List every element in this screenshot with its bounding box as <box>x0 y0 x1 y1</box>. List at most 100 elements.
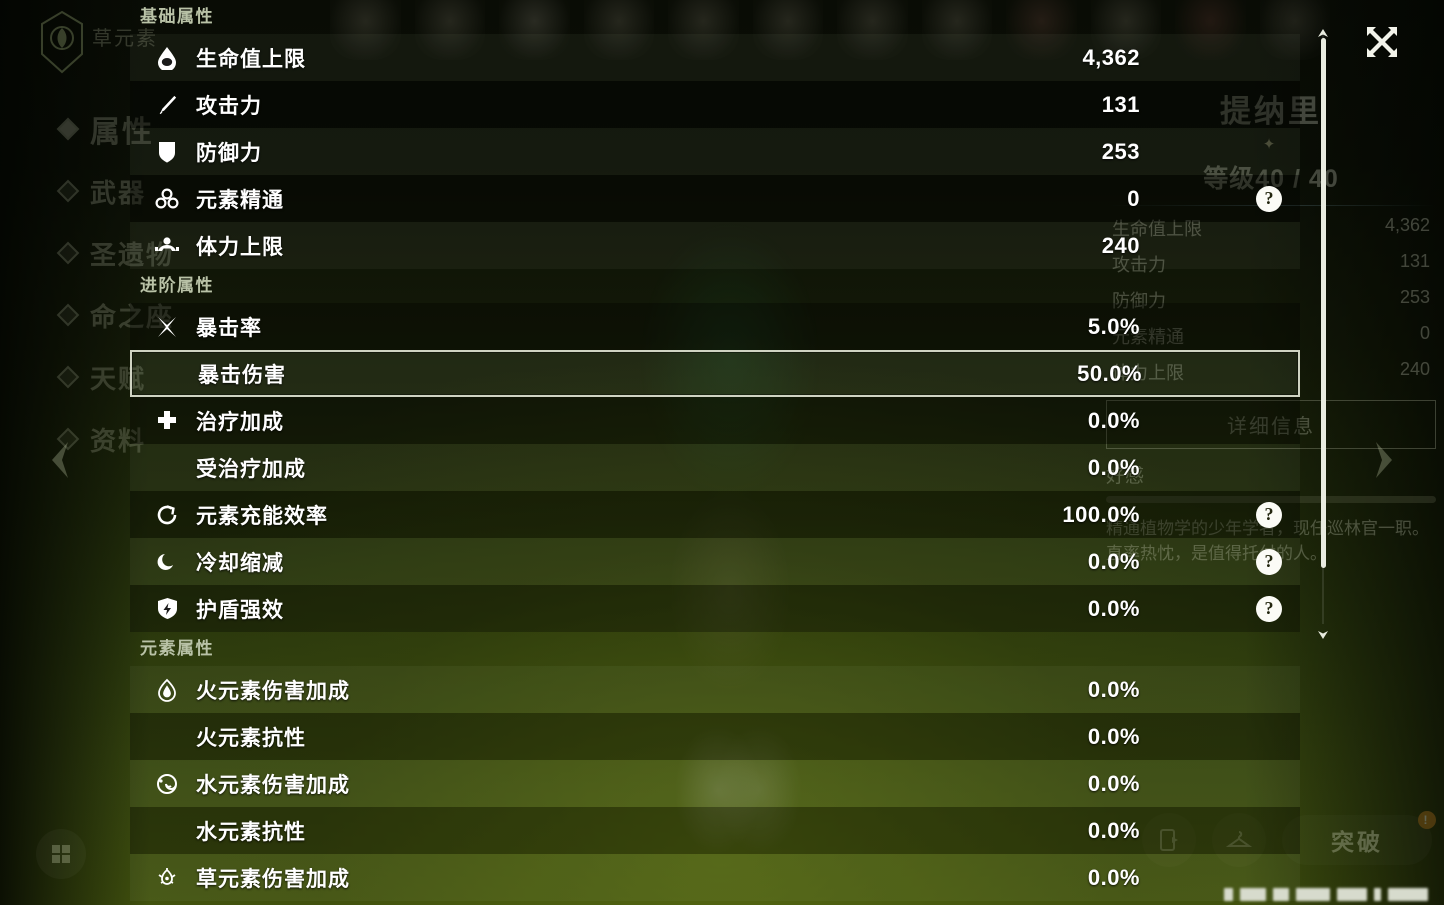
notification-badge: ! <box>1418 811 1436 829</box>
close-button[interactable] <box>1358 18 1406 66</box>
stat-value: 0.0% <box>1087 723 1140 749</box>
character-name: 提纳里 <box>1220 94 1322 129</box>
diamond-bullet-icon <box>56 241 80 265</box>
ascend-button[interactable]: 突破 ! <box>1282 811 1436 865</box>
sidebar-item-label: 命之座 <box>90 301 175 332</box>
stat-row-hydro-res[interactable]: 水元素抗性 0.0% <box>130 807 1300 854</box>
stat-value: 0.0% <box>1087 407 1140 433</box>
dendro-icon <box>144 866 190 890</box>
stat-row-pyro-res[interactable]: 火元素抗性 0.0% <box>130 713 1300 760</box>
sidebar-item-label: 天赋 <box>90 363 147 394</box>
stat-label: 元素精通 <box>196 188 284 212</box>
attributes-panel: 基础属性 生命值上限 4,362 攻击力 131 防御力 253 <box>130 0 1328 905</box>
bg-stat-value: 4,362 <box>1384 215 1430 235</box>
diamond-bullet-icon <box>56 179 80 203</box>
stat-row-healing-bonus[interactable]: 治疗加成 0.0% <box>130 397 1300 444</box>
section-header-elemental: 元素属性 <box>140 639 214 658</box>
stat-row-atk[interactable]: 攻击力 131 <box>130 81 1300 128</box>
bg-stat-row: 攻击力 131 <box>1106 246 1436 282</box>
stat-value: 131 <box>1101 91 1140 117</box>
bg-stat-label: 攻击力 <box>1112 255 1166 275</box>
outfit-icon[interactable] <box>1212 813 1266 867</box>
scrollbar-thumb[interactable] <box>1321 38 1326 568</box>
stat-value: 0.0% <box>1087 770 1140 796</box>
stamina-icon <box>144 235 190 257</box>
sidebar-item-label: 圣遗物 <box>90 239 175 270</box>
diamond-bullet-icon <box>56 303 80 327</box>
sidebar-item-weapon[interactable]: 武器 <box>56 160 350 222</box>
stat-value: 100.0% <box>1062 501 1140 527</box>
sidebar-item-constellation[interactable]: 命之座 <box>56 284 350 346</box>
basic-stats-list: 生命值上限 4,362 攻击力 131 防御力 253 元素精通 0 ? <box>130 34 1300 269</box>
stat-row-def[interactable]: 防御力 253 <box>130 128 1300 175</box>
sidebar-item-attributes[interactable]: 属性 <box>56 98 350 160</box>
stat-row-elemental-mastery[interactable]: 元素精通 0 ? <box>130 175 1300 222</box>
affinity-label: 好感 <box>1106 466 1145 487</box>
hp-icon <box>144 46 190 70</box>
stat-label: 生命值上限 <box>196 47 306 71</box>
stat-label: 受治疗加成 <box>196 457 306 481</box>
stat-value: 240 <box>1101 232 1140 258</box>
stat-row-shield-strength[interactable]: 护盾强效 0.0% ? <box>130 585 1300 632</box>
stat-value: 4,362 <box>1082 44 1140 70</box>
next-character-arrow[interactable] <box>1354 430 1414 490</box>
stat-row-pyro-dmg-bonus[interactable]: 火元素伤害加成 0.0% <box>130 666 1300 713</box>
stat-row-max-hp[interactable]: 生命值上限 4,362 <box>130 34 1300 81</box>
recharge-icon <box>144 503 190 527</box>
stat-label: 水元素伤害加成 <box>196 773 350 797</box>
help-icon[interactable]: ? <box>1256 548 1282 575</box>
element-label: 草元素 <box>92 28 158 50</box>
stat-row-crit-dmg[interactable]: 暴击伤害 50.0% <box>130 350 1300 397</box>
stat-value: 0.0% <box>1087 595 1140 621</box>
diamond-bullet-icon <box>56 117 80 141</box>
help-icon[interactable]: ? <box>1256 185 1282 212</box>
stat-value: 0 <box>1127 185 1140 211</box>
bg-stat-value: 131 <box>1399 251 1430 271</box>
scroll-up-arrow-icon[interactable] <box>1318 24 1328 37</box>
dendro-emblem-icon <box>30 8 94 76</box>
stat-label: 护盾强效 <box>196 598 284 622</box>
stat-row-incoming-healing[interactable]: 受治疗加成 0.0% <box>130 444 1300 491</box>
prev-character-arrow[interactable] <box>30 430 90 490</box>
stat-row-dendro-dmg-bonus[interactable]: 草元素伤害加成 0.0% <box>130 854 1300 901</box>
stat-row-hydro-dmg-bonus[interactable]: 水元素伤害加成 0.0% <box>130 760 1300 807</box>
hydro-icon <box>144 772 190 796</box>
bg-stat-value: 0 <box>1419 323 1430 343</box>
scroll-down-arrow-icon[interactable] <box>1318 626 1328 639</box>
stat-value: 253 <box>1101 138 1140 164</box>
cooldown-icon <box>144 551 190 573</box>
right-vignette <box>1244 0 1444 905</box>
character-artwork <box>520 80 940 905</box>
stat-value: 0.0% <box>1087 676 1140 702</box>
sidebar-item-label: 武器 <box>90 177 147 208</box>
stat-row-energy-recharge[interactable]: 元素充能效率 100.0% ? <box>130 491 1300 538</box>
panel-scrollbar[interactable] <box>1315 24 1331 639</box>
stat-label: 元素充能效率 <box>196 504 328 528</box>
stat-row-crit-rate[interactable]: 暴击率 5.0% <box>130 303 1300 350</box>
help-icon[interactable]: ? <box>1256 595 1282 622</box>
ascend-label: 突破 <box>1331 829 1383 855</box>
section-header-advanced: 进阶属性 <box>140 276 214 295</box>
stat-label: 暴击伤害 <box>198 363 286 387</box>
grid-view-button[interactable] <box>36 829 86 879</box>
stat-value: 5.0% <box>1087 313 1140 339</box>
sidebar-item-artifacts[interactable]: 圣遗物 <box>56 222 350 284</box>
bg-stat-value: 240 <box>1399 359 1430 379</box>
bg-stat-value: 253 <box>1399 287 1430 307</box>
diamond-bullet-icon <box>56 365 80 389</box>
sidebar-item-talents[interactable]: 天赋 <box>56 346 350 408</box>
elemental-stats-list: 火元素伤害加成 0.0% 火元素抗性 0.0% 水元素伤害加成 0.0% 水元素… <box>130 666 1300 901</box>
atk-icon <box>144 93 190 117</box>
healing-icon <box>144 410 190 432</box>
sidebar-item-profile[interactable]: 资料 <box>56 408 350 470</box>
help-icon[interactable]: ? <box>1256 501 1282 528</box>
stat-value: 50.0% <box>1077 360 1142 386</box>
stat-row-max-stamina[interactable]: 体力上限 240 <box>130 222 1300 269</box>
level-up-icon[interactable] <box>1142 813 1196 867</box>
bg-stat-row: 体力上限 240 <box>1106 354 1436 390</box>
character-nav-menu[interactable]: 属性 武器 圣遗物 命之座 天赋 资料 <box>56 98 350 470</box>
details-button[interactable]: 详细信息 <box>1106 400 1436 449</box>
mastery-icon <box>144 187 190 210</box>
character-action-bar[interactable]: 突破 ! <box>1142 811 1436 867</box>
stat-row-cooldown-reduction[interactable]: 冷却缩减 0.0% ? <box>130 538 1300 585</box>
